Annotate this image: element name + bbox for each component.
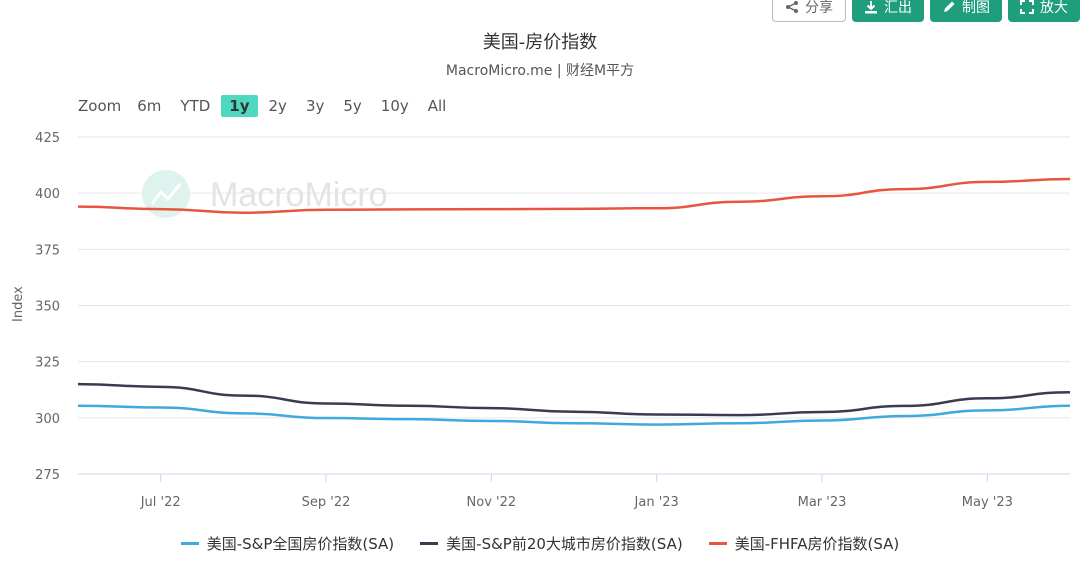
series-line-0[interactable] <box>77 404 1071 426</box>
range-3y[interactable]: 3y <box>305 97 325 115</box>
download-icon <box>865 1 877 14</box>
watermark-logo-mark <box>150 183 182 205</box>
legend-label: 美国-S&P全国房价指数(SA) <box>206 535 395 553</box>
draw-button[interactable]: 制图 <box>930 0 1002 22</box>
export-button[interactable]: 汇出 <box>852 0 924 22</box>
draw-label: 制图 <box>962 0 990 16</box>
series-lines <box>77 177 1071 426</box>
y-tick-label: 275 <box>35 468 60 483</box>
range-2y[interactable]: 2y <box>268 97 287 115</box>
y-tick-label: 300 <box>35 412 60 427</box>
range-1y[interactable]: 1y <box>221 95 258 117</box>
legend-item-sp-20-city[interactable]: 美国-S&P前20大城市房价指数(SA) <box>420 533 683 554</box>
y-tick-label: 325 <box>35 356 60 371</box>
export-label: 汇出 <box>884 0 912 16</box>
legend-item-sp-national[interactable]: 美国-S&P全国房价指数(SA) <box>180 533 395 554</box>
range-ytd[interactable]: YTD <box>180 97 211 115</box>
legend: 美国-S&P全国房价指数(SA) 美国-S&P前20大城市房价指数(SA) 美国… <box>0 533 1080 554</box>
x-tick-label: Nov '22 <box>467 495 517 510</box>
x-tick-label: Jul '22 <box>140 495 181 510</box>
share-button[interactable]: 分享 <box>772 0 846 22</box>
legend-swatch <box>420 542 439 545</box>
legend-label: 美国-S&P前20大城市房价指数(SA) <box>446 535 683 553</box>
expand-icon <box>1020 0 1034 14</box>
toolbar: 分享 汇出 制图 放大 <box>772 0 1080 22</box>
range-6m[interactable]: 6m <box>137 97 162 115</box>
share-icon <box>786 1 798 13</box>
watermark-logo <box>142 170 190 218</box>
range-10y[interactable]: 10y <box>380 97 409 115</box>
series-line-2[interactable] <box>77 177 1071 214</box>
x-axis: Jul '22 Sep '22 Nov '22 Jan '23 Mar '23 May '… <box>140 474 1013 510</box>
x-tick-label: May '23 <box>962 495 1013 510</box>
y-tick-label: 350 <box>35 300 60 315</box>
x-tick-label: Mar '23 <box>798 495 847 510</box>
expand-label: 放大 <box>1040 0 1068 16</box>
grid-lines <box>78 136 1070 475</box>
range-selector: Zoom 6m YTD 1y 2y 3y 5y 10y All <box>78 95 457 117</box>
series-line-1[interactable] <box>77 382 1071 417</box>
range-5y[interactable]: 5y <box>343 97 362 115</box>
chart-title: 美国-房价指数 <box>482 32 598 53</box>
share-label: 分享 <box>805 0 833 16</box>
zoom-label: Zoom <box>78 97 122 115</box>
y-tick-label: 425 <box>35 131 60 146</box>
x-tick-label: Jan '23 <box>634 495 679 510</box>
legend-swatch <box>180 542 199 545</box>
pencil-icon <box>944 1 955 12</box>
watermark: MacroMicro <box>142 170 388 218</box>
watermark-text: MacroMicro <box>210 176 388 214</box>
legend-swatch <box>708 542 727 545</box>
x-tick-label: Sep '22 <box>302 495 351 510</box>
y-axis: 275 300 325 350 375 400 425 <box>35 131 60 483</box>
legend-label: 美国-FHFA房价指数(SA) <box>734 535 900 553</box>
chart-subtitle: MacroMicro.me | 财经M平方 <box>445 63 635 79</box>
expand-button[interactable]: 放大 <box>1008 0 1080 22</box>
range-all[interactable]: All <box>427 97 447 115</box>
legend-item-fhfa[interactable]: 美国-FHFA房价指数(SA) <box>708 533 900 554</box>
y-tick-label: 400 <box>35 187 60 202</box>
y-tick-label: 375 <box>35 243 60 258</box>
